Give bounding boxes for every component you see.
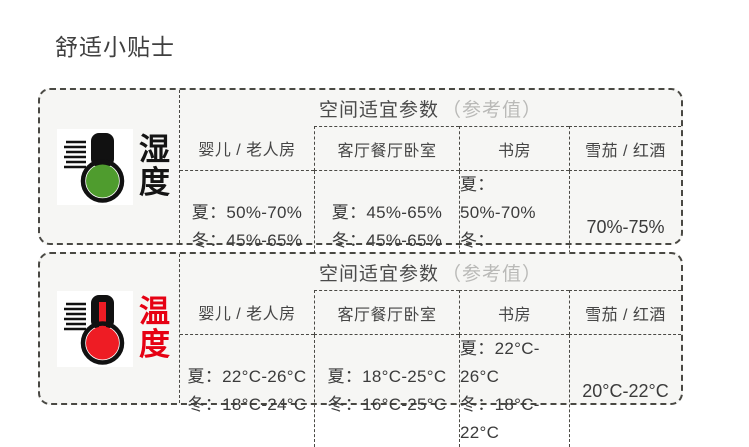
- column-header-cigar-wine: 雪茄 / 红酒: [569, 126, 681, 171]
- column-header-living-dining-bedroom: 客厅餐厅卧室: [314, 126, 459, 171]
- summer-value: 夏：50%-70%: [460, 175, 536, 223]
- table-title: 空间适宜参数: [318, 263, 439, 285]
- column-header-study: 书房: [459, 126, 569, 171]
- humidity-card: 湿度 空间适宜参数 （参考值） 婴儿 / 老人房 客厅餐厅卧室 书房 雪茄 / …: [38, 88, 683, 284]
- table-title-row: 空间适宜参数 （参考值）: [180, 90, 681, 126]
- thermometer-bulb: [86, 326, 119, 359]
- winter-value: 冬：16°C-25°C: [327, 395, 447, 415]
- thermometer-stem-stripe: [99, 139, 106, 166]
- thermometer-bulb: [86, 164, 119, 197]
- thermometer-temperature-icon: [64, 294, 125, 365]
- humidity-table: 空间适宜参数 （参考值） 婴儿 / 老人房 客厅餐厅卧室 书房 雪茄 / 红酒 …: [180, 90, 681, 284]
- column-header-study: 书房: [459, 290, 569, 335]
- temperature-value-cell-baby-elder: 夏：22°C-26°C 冬：18°C-24°C: [180, 335, 314, 447]
- column-header-baby-elder-room: 婴儿 / 老人房: [180, 290, 314, 335]
- thermometer-humidity-icon: [64, 132, 125, 203]
- table-title-note: （参考值）: [442, 99, 543, 121]
- humidity-label: 湿度: [139, 131, 170, 200]
- humidity-value-cell-living: 夏：45%-65% 冬：45%-65%: [314, 171, 459, 284]
- temperature-value-cell-cigar-wine: 20°C-22°C: [569, 335, 681, 447]
- temperature-table: 空间适宜参数 （参考值） 婴儿 / 老人房 客厅餐厅卧室 书房 雪茄 / 红酒 …: [180, 254, 681, 447]
- temperature-card-left-pane: 温度: [40, 254, 180, 403]
- humidity-card-left-pane: 湿度: [40, 90, 180, 243]
- summer-value: 夏：22°C-26°C: [187, 367, 307, 387]
- winter-value: 冬：45%-65%: [191, 231, 303, 251]
- summer-value: 夏：18°C-25°C: [327, 367, 447, 387]
- temperature-card: 温度 空间适宜参数 （参考值） 婴儿 / 老人房 客厅餐厅卧室 书房 雪茄 / …: [38, 252, 683, 447]
- winter-value: 冬：18°C-22°C: [460, 395, 540, 443]
- winter-value: 冬：18°C-24°C: [187, 395, 307, 415]
- table-title-note: （参考值）: [442, 263, 543, 285]
- temperature-value-cell-living: 夏：18°C-25°C 冬：16°C-25°C: [314, 335, 459, 447]
- summer-value: 夏：45%-65%: [331, 203, 443, 223]
- humidity-icon-tile: [57, 128, 133, 205]
- column-header-cigar-wine: 雪茄 / 红酒: [569, 290, 681, 335]
- column-header-living-dining-bedroom: 客厅餐厅卧室: [314, 290, 459, 335]
- humidity-value-cell-cigar-wine: 70%-75%: [569, 171, 681, 284]
- temperature-label: 温度: [139, 293, 170, 362]
- humidity-value-cell-baby-elder: 夏：50%-70% 冬：45%-65%: [180, 171, 314, 283]
- table-title: 空间适宜参数: [318, 99, 439, 121]
- humidity-param-grid: 婴儿 / 老人房 客厅餐厅卧室 书房 雪茄 / 红酒 夏：50%-70% 冬：4…: [180, 126, 681, 284]
- summer-value: 夏：50%-70%: [191, 203, 303, 223]
- summer-value: 夏：22°C-26°C: [460, 339, 540, 387]
- page-title: 舒适小贴士: [55, 34, 175, 60]
- temperature-icon-tile: [57, 290, 133, 367]
- temperature-value-cell-study: 夏：22°C-26°C 冬：18°C-22°C: [459, 335, 569, 447]
- table-title-row: 空间适宜参数 （参考值）: [180, 254, 681, 290]
- winter-value: 冬：45%-65%: [331, 231, 443, 251]
- temperature-param-grid: 婴儿 / 老人房 客厅餐厅卧室 书房 雪茄 / 红酒 夏：22°C-26°C 冬…: [180, 290, 681, 447]
- column-header-baby-elder-room: 婴儿 / 老人房: [180, 126, 314, 171]
- thermometer-stem-stripe: [99, 301, 106, 328]
